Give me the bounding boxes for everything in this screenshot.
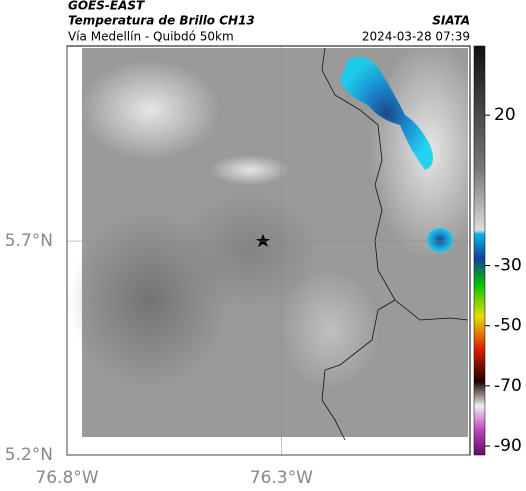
x-tick-label: 76.8°W [35, 468, 98, 488]
map-axes: 76.8°W 76.3°W 5.7°N 5.2°N [5, 46, 470, 488]
colorbar-tick-label: -70 [494, 376, 522, 396]
timestamp: 2024-03-28 07:39 [362, 30, 470, 44]
satellite-image [70, 40, 490, 441]
subtitle: Temperatura de Brillo CH13 [68, 14, 255, 28]
colorbar [473, 45, 486, 456]
y-tick-label: 5.7°N [5, 231, 53, 251]
colorbar-tick-label: 20 [494, 105, 516, 125]
route: Vía Medellín - Quibdó 50km [68, 30, 234, 44]
title: GOES-EAST [68, 0, 145, 13]
colorbar-tick-label: -30 [494, 256, 522, 276]
location-star [256, 234, 270, 247]
colorbar-axis: 20 -30 -50 -70 -90 [485, 105, 522, 456]
colorbar-tick-label: -90 [494, 436, 522, 456]
x-tick-label: 76.3°W [250, 468, 313, 488]
y-tick-label: 5.2°N [5, 445, 53, 465]
source: SIATA [432, 14, 470, 28]
colorbar-tick-label: -50 [494, 316, 522, 336]
